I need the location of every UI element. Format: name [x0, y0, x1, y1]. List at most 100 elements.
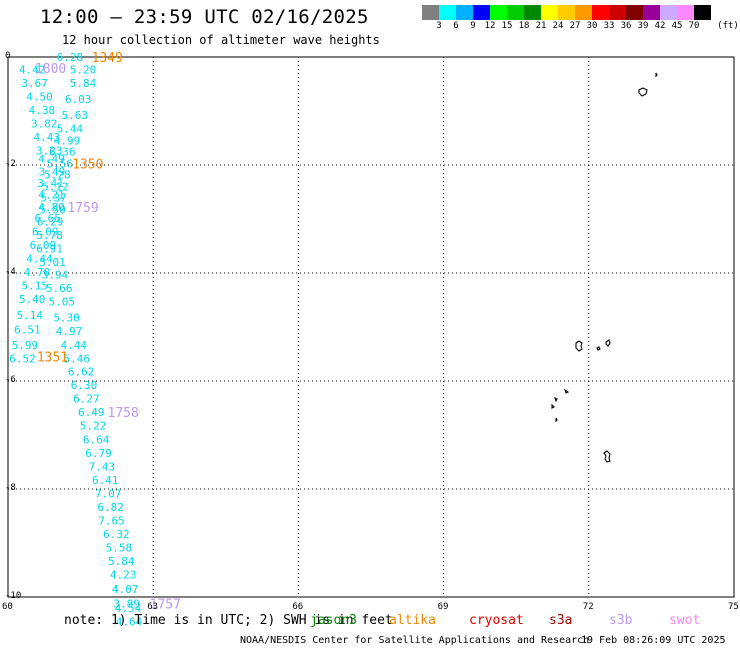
scale-swatch — [677, 5, 694, 20]
wave-height-label: 5.05 — [48, 296, 75, 309]
y-tick-label: 0 — [5, 51, 11, 61]
pass-time-label: 1757 — [150, 597, 181, 612]
scale-unit: (ft) — [717, 21, 739, 31]
scale-swatch — [575, 5, 592, 20]
scale-label: 6 — [453, 21, 459, 31]
wave-height-label: 6.32 — [103, 528, 130, 541]
wave-height-label: 5.12 — [42, 181, 69, 194]
wave-height-label: 6.30 — [71, 379, 98, 392]
wave-height-label: 5.46 — [63, 352, 90, 365]
wave-height-label: 6.82 — [97, 501, 124, 514]
wave-height-label: 4.44 — [26, 252, 53, 265]
wave-height-label: 7.07 — [95, 487, 122, 500]
wave-height-label: 5.14 — [17, 309, 44, 322]
wave-height-label: 5.40 — [19, 293, 46, 306]
wave-height-label: 5.58 — [106, 541, 133, 554]
wave-height-label: 5.28 — [44, 169, 71, 182]
scale-label: 21 — [535, 21, 547, 31]
wave-height-label: 4.21 — [38, 189, 65, 202]
island-outline — [563, 388, 570, 394]
wave-height-label: 6.27 — [73, 392, 100, 405]
wave-height-label: 6.09 — [30, 239, 57, 252]
island-outline — [603, 450, 611, 463]
wave-height-label: 6.62 — [68, 365, 95, 378]
scale-label: 70 — [688, 21, 700, 31]
island-outline — [596, 346, 601, 351]
wave-height-label: 4.23 — [110, 568, 137, 581]
scale-swatch — [473, 5, 490, 20]
scale-label: 12 — [484, 21, 496, 31]
page-title: 12:00 – 23:59 UTC 02/16/2025 — [40, 6, 369, 28]
pass-time-label: 1351 — [37, 351, 68, 366]
island-outline — [655, 72, 658, 78]
scale-swatch — [541, 5, 558, 20]
wave-height-label: 3.49 — [39, 165, 66, 178]
scale-swatch — [490, 5, 507, 20]
wave-height-label: 4.99 — [54, 135, 81, 148]
wave-height-label: 6.65 — [34, 212, 61, 225]
scale-label: 42 — [654, 21, 666, 31]
wave-height-label: 4.54 — [115, 602, 142, 615]
x-tick-label: 72 — [582, 602, 594, 612]
wave-height-label: 5.37 — [40, 191, 67, 204]
scale-label: 3 — [436, 21, 442, 31]
wave-height-label: 4.49 — [38, 153, 65, 166]
scale-label: 33 — [603, 21, 615, 31]
wave-height-label: 5.99 — [12, 339, 39, 352]
wave-height-label: 5.63 — [62, 109, 89, 122]
wave-height-label: 5.66 — [46, 282, 73, 295]
scale-swatch — [660, 5, 677, 20]
wave-height-label: 6.52 — [9, 352, 36, 365]
wave-height-label: 6.79 — [85, 447, 112, 460]
wave-height-label: 3.82 — [31, 117, 58, 130]
page-subtitle: 12 hour collection of altimeter wave hei… — [62, 33, 380, 47]
wave-height-label: 4.64 — [116, 615, 143, 628]
wave-height-label: 6.03 — [65, 93, 92, 106]
wave-height-label: 4.50 — [26, 90, 53, 103]
wave-height-label: 6.49 — [78, 406, 105, 419]
pass-time-label: 1759 — [67, 201, 98, 216]
map-frame — [7, 56, 735, 598]
scale-label: 18 — [518, 21, 530, 31]
scale-swatch — [609, 5, 626, 20]
altimeter-points: 6.285.205.846.035.635.444.996.365.565.28… — [9, 51, 142, 628]
scale-swatch — [558, 5, 575, 20]
island-outline — [638, 87, 648, 97]
wave-height-label: 5.22 — [80, 419, 107, 432]
map-grid — [8, 57, 734, 597]
y-tick-label: -6 — [5, 375, 16, 385]
coastline-islands — [551, 72, 658, 463]
pass-time-label: 1349 — [92, 51, 123, 66]
wave-height-label: 4.07 — [112, 583, 139, 596]
wave-height-label: 5.01 — [39, 256, 66, 269]
island-outline — [555, 417, 558, 423]
legend-item-s3b: s3b — [609, 613, 633, 628]
scale-swatch — [626, 5, 643, 20]
footer-note: note: 1) Time is in UTC; 2) SWH is in fe… — [64, 613, 393, 628]
wave-height-label: 3.41 — [37, 177, 64, 190]
wave-height-label: 6.51 — [14, 324, 41, 337]
legend-item-altika: altika — [389, 613, 436, 628]
scale-label: 30 — [586, 21, 598, 31]
legend-item-swot: swot — [669, 613, 701, 628]
y-tick-label: -2 — [5, 159, 16, 169]
wave-height-label: 6.28 — [57, 51, 84, 64]
scale-swatch — [422, 5, 439, 20]
wave-height-label: 5.20 — [70, 63, 97, 76]
pass-time-label: 1350 — [72, 157, 103, 172]
scale-label: 39 — [637, 21, 649, 31]
wave-height-label: 6.41 — [92, 474, 119, 487]
wave-height-label: 3.67 — [21, 77, 48, 90]
scale-label: 45 — [671, 21, 683, 31]
wave-height-label: 6.29 — [37, 216, 64, 229]
scale-swatch — [456, 5, 473, 20]
island-outline — [605, 339, 611, 347]
wave-height-label: 3.89 — [113, 597, 140, 610]
wave-height-label: 5.50 — [39, 203, 66, 216]
wave-height-label: 6.09 — [32, 225, 59, 238]
wave-height-label: 5.30 — [53, 311, 80, 324]
wave-height-label: 4.80 — [38, 201, 65, 214]
x-tick-label: 75 — [728, 602, 739, 612]
wave-height-label: 6.91 — [36, 243, 63, 256]
